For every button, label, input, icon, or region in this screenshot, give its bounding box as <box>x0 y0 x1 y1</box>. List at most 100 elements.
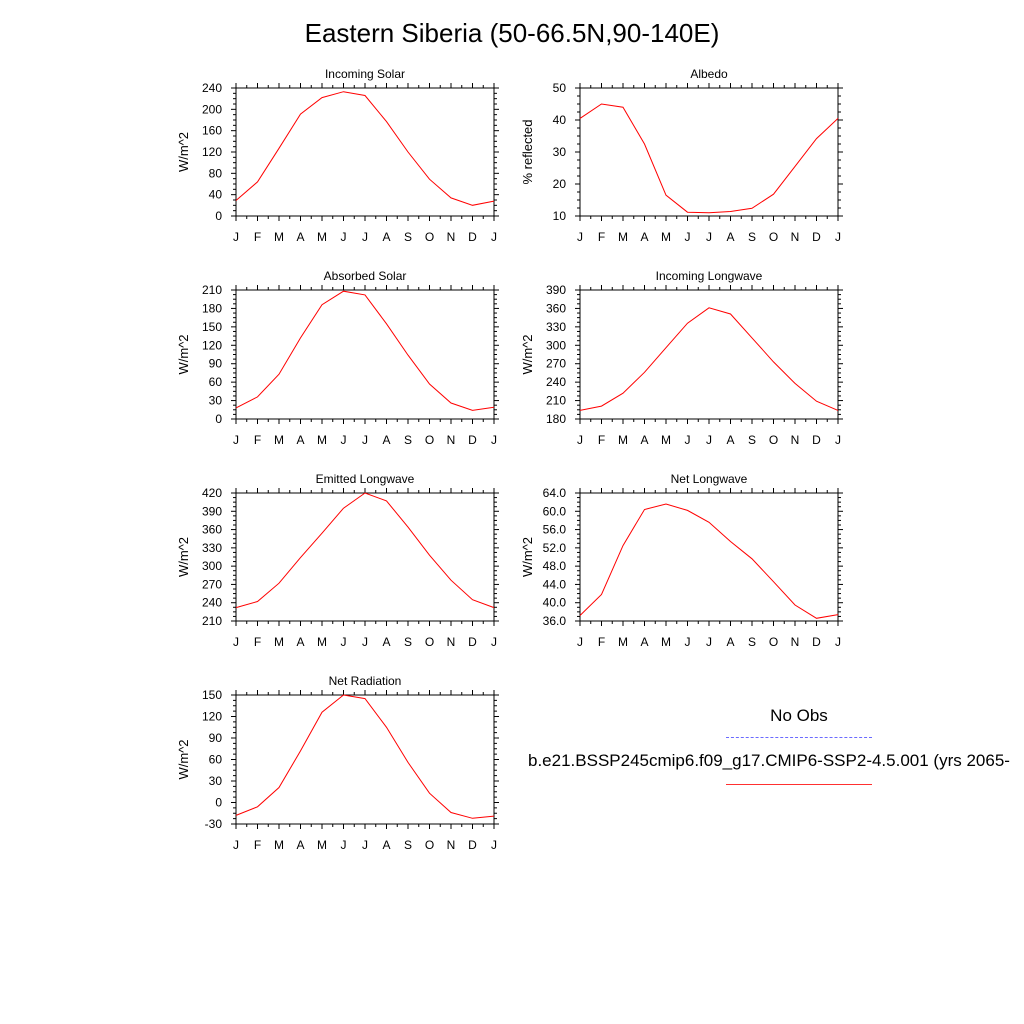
chart-albedo-xtick-label: D <box>812 230 821 244</box>
chart-net-longwave-xtick-label: J <box>577 635 583 649</box>
chart-net-radiation-xtick-label: J <box>233 838 239 852</box>
chart-absorbed-solar-ytick-label: 0 <box>215 412 222 426</box>
chart-albedo-series-line <box>579 103 839 214</box>
chart-emitted-longwave-xtick-label: M <box>274 635 284 649</box>
chart-albedo-xtick-label: N <box>791 230 800 244</box>
chart-net-radiation-xtick-label: N <box>447 838 456 852</box>
chart-albedo-xtick-label: J <box>577 230 583 244</box>
chart-net-longwave-ytick-label: 56.0 <box>543 523 567 537</box>
chart-incoming-longwave-ytick-label: 300 <box>546 338 566 352</box>
chart-emitted-longwave-xtick-label: D <box>468 635 477 649</box>
chart-emitted-longwave-ytick-label: 360 <box>202 523 222 537</box>
chart-incoming-longwave-xtick-label: N <box>791 433 800 447</box>
chart-incoming-longwave-xtick-label: J <box>835 433 841 447</box>
chart-net-longwave-ytick-label: 64.0 <box>543 486 567 500</box>
chart-net-longwave-ytick-label: 48.0 <box>543 559 567 573</box>
chart-emitted-longwave-xtick-label: N <box>447 635 456 649</box>
chart-net-longwave-ytick-label: 52.0 <box>543 541 567 555</box>
chart-absorbed-solar-frame <box>235 289 495 420</box>
chart-absorbed-solar-xtick-label: M <box>317 433 327 447</box>
chart-incoming-solar-ytick-label: 0 <box>215 209 222 223</box>
chart-incoming-solar-xtick-label: S <box>404 230 412 244</box>
chart-incoming-longwave-ytick-label: 240 <box>546 375 566 389</box>
chart-albedo-xtick-label: A <box>726 230 734 244</box>
chart-net-longwave-xtick-label: J <box>685 635 691 649</box>
chart-incoming-longwave-ytick-label: 360 <box>546 301 566 315</box>
chart-net-longwave-ytick-label: 44.0 <box>543 577 567 591</box>
chart-incoming-solar-ytick-label: 40 <box>209 188 223 202</box>
chart-incoming-solar-xtick-label: D <box>468 230 477 244</box>
chart-net-radiation-ytick-label: 0 <box>215 796 222 810</box>
chart-incoming-longwave-xtick-label: D <box>812 433 821 447</box>
chart-emitted-longwave-ytick-label: 210 <box>202 614 222 628</box>
chart-incoming-longwave-ytick-label: 330 <box>546 320 566 334</box>
chart-net-radiation-xtick-label: D <box>468 838 477 852</box>
chart-net-radiation-ytick-label: 120 <box>202 710 222 724</box>
chart-incoming-longwave-frame <box>579 289 839 420</box>
chart-incoming-longwave-ytick-label: 210 <box>546 394 566 408</box>
chart-absorbed-solar-ytick-label: 60 <box>209 375 223 389</box>
chart-net-radiation-xtick-label: F <box>254 838 261 852</box>
chart-incoming-solar-xtick-label: A <box>296 230 304 244</box>
chart-incoming-longwave-xtick-label: S <box>748 433 756 447</box>
chart-emitted-longwave-xtick-label: J <box>233 635 239 649</box>
chart-net-longwave-xtick-label: S <box>748 635 756 649</box>
chart-albedo-title: Albedo <box>690 67 728 81</box>
chart-absorbed-solar-xtick-label: N <box>447 433 456 447</box>
chart-incoming-longwave-xtick-label: A <box>640 433 648 447</box>
chart-absorbed-solar-ytick-label: 150 <box>202 320 222 334</box>
chart-net-longwave-xtick-label: D <box>812 635 821 649</box>
chart-net-longwave-ytick-label: 60.0 <box>543 504 567 518</box>
chart-albedo-xtick-label: S <box>748 230 756 244</box>
chart-absorbed-solar-xtick-label: O <box>425 433 434 447</box>
legend-model-line <box>726 784 872 785</box>
chart-absorbed-solar-ylabel: W/m^2 <box>176 334 191 374</box>
chart-emitted-longwave-ytick-label: 270 <box>202 577 222 591</box>
chart-net-radiation-xtick-label: O <box>425 838 434 852</box>
chart-incoming-solar-ytick-label: 200 <box>202 102 222 116</box>
chart-albedo-ylabel: % reflected <box>520 119 535 184</box>
chart-net-longwave-xtick-label: A <box>640 635 648 649</box>
chart-incoming-longwave-xtick-label: M <box>661 433 671 447</box>
chart-emitted-longwave-ytick-label: 330 <box>202 541 222 555</box>
chart-incoming-solar-ytick-label: 240 <box>202 81 222 95</box>
chart-incoming-longwave-xtick-label: F <box>598 433 605 447</box>
chart-incoming-solar-xtick-label: M <box>317 230 327 244</box>
chart-net-radiation-xtick-label: A <box>382 838 390 852</box>
chart-incoming-solar-xtick-label: M <box>274 230 284 244</box>
chart-emitted-longwave-title: Emitted Longwave <box>316 472 415 486</box>
chart-absorbed-solar-ytick-label: 30 <box>209 394 223 408</box>
chart-incoming-solar-ytick-label: 80 <box>209 166 223 180</box>
chart-net-radiation-xtick-label: A <box>296 838 304 852</box>
chart-incoming-solar-xtick-label: A <box>382 230 390 244</box>
chart-net-longwave-ytick-label: 40.0 <box>543 596 567 610</box>
chart-albedo-ytick-label: 10 <box>553 209 567 223</box>
chart-emitted-longwave-series-line <box>235 492 495 609</box>
legend-model-label: b.e21.BSSP245cmip6.f09_g17.CMIP6-SSP2-4.… <box>528 751 1010 770</box>
chart-absorbed-solar-xtick-label: F <box>254 433 261 447</box>
chart-albedo-xtick-label: O <box>769 230 778 244</box>
chart-net-longwave-ytick-label: 36.0 <box>543 614 567 628</box>
chart-absorbed-solar-ytick-label: 210 <box>202 283 222 297</box>
chart-net-radiation-ytick-label: 150 <box>202 688 222 702</box>
chart-albedo-ytick-label: 30 <box>553 145 567 159</box>
chart-net-radiation-frame <box>235 694 495 825</box>
chart-emitted-longwave-xtick-label: J <box>362 635 368 649</box>
chart-incoming-solar-frame <box>235 87 495 217</box>
chart-emitted-longwave-ytick-label: 240 <box>202 596 222 610</box>
chart-albedo-ytick-label: 40 <box>553 113 567 127</box>
chart-net-longwave-series-line <box>579 503 839 619</box>
chart-net-radiation-xtick-label: M <box>274 838 284 852</box>
chart-incoming-solar-xtick-label: J <box>341 230 347 244</box>
chart-incoming-solar-xtick-label: O <box>425 230 434 244</box>
chart-absorbed-solar-xtick-label: D <box>468 433 477 447</box>
chart-absorbed-solar-xtick-label: J <box>341 433 347 447</box>
chart-absorbed-solar-xtick-label: J <box>233 433 239 447</box>
chart-net-longwave-xtick-label: M <box>618 635 628 649</box>
